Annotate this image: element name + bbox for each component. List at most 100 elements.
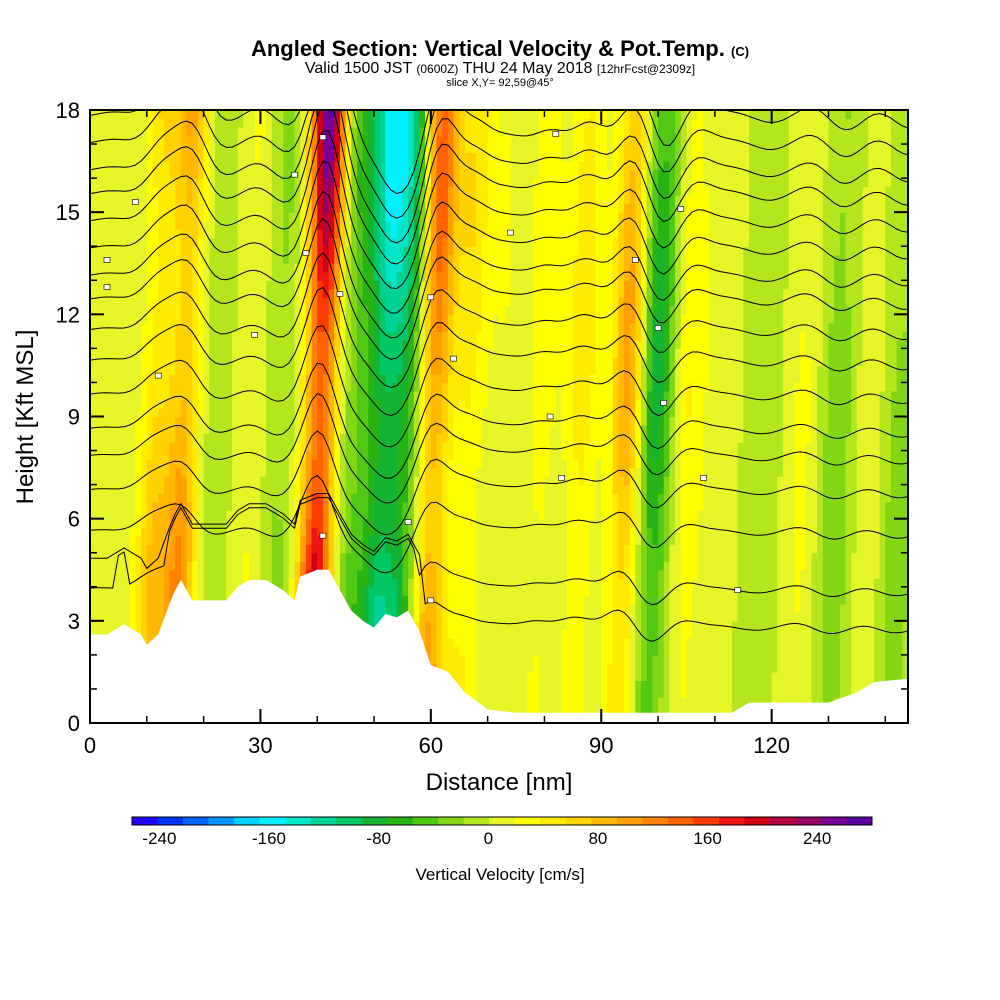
velocity-cell [266,288,273,298]
velocity-cell [169,493,176,503]
velocity-cell [186,246,193,256]
velocity-cell [413,212,421,222]
velocity-cell [203,237,210,247]
velocity-cell [107,561,114,571]
velocity-cell [288,578,296,588]
velocity-cell [459,118,466,128]
velocity-cell [135,246,142,256]
velocity-cell [163,365,171,375]
velocity-cell [453,493,460,503]
velocity-cell [146,186,154,196]
velocity-cell [322,135,330,145]
velocity-cell [226,186,233,196]
velocity-cell [419,518,426,528]
velocity-cell [379,416,386,426]
velocity-cell [90,552,97,562]
velocity-cell [311,561,318,571]
velocity-cell [317,246,324,256]
velocity-cell [442,288,449,298]
velocity-cell [169,178,176,188]
velocity-cell [226,544,233,554]
velocity-cell [396,186,404,196]
velocity-cell [459,152,466,162]
velocity-cell [470,127,477,137]
velocity-cell [334,212,341,222]
velocity-cell [464,476,472,486]
velocity-cell [362,425,369,435]
velocity-cell [288,229,296,239]
velocity-cell [141,365,148,375]
velocity-cell [476,212,483,222]
velocity-cell [254,416,262,426]
velocity-cell [129,450,137,460]
velocity-cell [124,110,131,120]
velocity-cell [379,356,386,367]
velocity-cell [175,195,182,205]
velocity-cell [283,314,290,324]
velocity-cell [322,144,330,154]
velocity-cell [317,254,324,264]
velocity-cell [152,544,159,554]
velocity-cell [124,212,131,222]
velocity-cell [408,212,415,222]
velocity-cell [107,246,114,256]
velocity-cell [260,288,267,298]
velocity-cell [288,127,296,137]
velocity-cell [288,390,296,401]
velocity-cell [124,459,131,469]
velocity-cell [141,314,148,324]
velocity-cell [141,229,148,239]
velocity-cell [277,382,284,392]
velocity-cell [283,203,290,213]
velocity-cell [464,186,472,196]
velocity-cell [345,569,352,579]
velocity-cell [328,356,335,367]
velocity-cell [476,110,483,120]
velocity-cell [232,544,239,554]
velocity-cell [214,578,222,588]
velocity-cell [118,118,125,128]
velocity-cell [277,254,284,264]
velocity-cell [118,322,125,332]
velocity-cell [260,280,267,290]
velocity-cell [163,578,171,588]
velocity-cell [470,620,477,630]
velocity-cell [192,178,199,188]
velocity-cell [249,271,256,281]
velocity-cell [90,144,97,154]
velocity-cell [402,544,409,554]
velocity-cell [288,535,296,545]
velocity-cell [283,271,290,281]
velocity-cell [459,203,466,213]
velocity-cell [436,535,443,545]
velocity-cell [112,518,119,528]
velocity-cell [180,493,188,503]
velocity-cell [243,356,250,367]
velocity-cell [124,433,131,443]
velocity-cell [163,527,171,537]
velocity-cell [396,578,404,588]
velocity-cell [334,118,341,128]
velocity-cell [266,144,273,154]
velocity-cell [476,263,483,273]
velocity-cell [362,510,369,520]
velocity-cell [249,493,256,503]
velocity-cell [453,518,460,528]
velocity-cell [95,322,102,332]
velocity-cell [95,493,102,503]
velocity-cell [243,544,250,554]
velocity-cell [135,314,142,324]
velocity-cell [396,229,404,239]
velocity-cell [476,195,483,205]
velocity-cell [107,365,114,375]
velocity-cell [391,476,398,486]
velocity-cell [305,365,313,375]
velocity-cell [197,527,205,537]
velocity-cell [220,578,227,588]
velocity-cell [442,501,449,511]
velocity-cell [232,339,239,349]
velocity-cell [158,442,165,452]
velocity-cell [186,212,193,222]
velocity-cell [266,314,273,324]
velocity-cell [379,365,386,375]
